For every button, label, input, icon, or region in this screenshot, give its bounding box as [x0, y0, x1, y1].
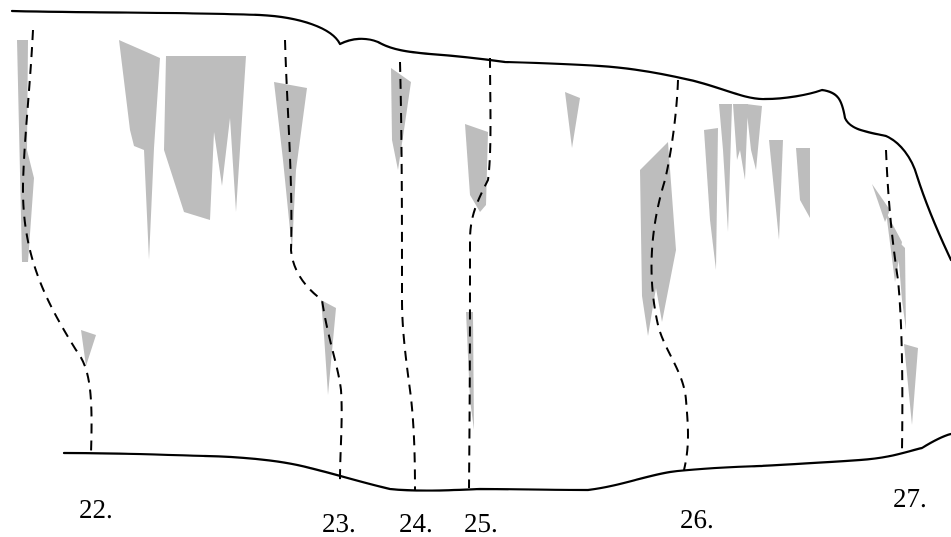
- rock-shading: [321, 300, 336, 395]
- rock-shading: [119, 40, 160, 260]
- rock-shading-group: [17, 40, 918, 430]
- rock-shading: [872, 184, 890, 222]
- rock-shading: [897, 240, 906, 330]
- crag-bottom-edge: [62, 432, 951, 492]
- route-23-line: [284, 39, 343, 481]
- rock-shading: [886, 212, 902, 282]
- rock-shading: [640, 142, 676, 336]
- rock-shading: [746, 104, 762, 170]
- rock-shading: [719, 104, 732, 232]
- route-25-line: [468, 57, 492, 489]
- route-label-24: 24.: [399, 508, 433, 537]
- rock-shading: [769, 140, 783, 240]
- rock-shading: [81, 330, 96, 366]
- rock-shading: [904, 344, 918, 425]
- rock-shading: [733, 104, 748, 180]
- route-label-27: 27.: [893, 483, 927, 513]
- rock-shading: [704, 128, 718, 270]
- route-27-line: [885, 149, 904, 451]
- route-lines-group: [21, 29, 904, 491]
- rock-shading: [565, 92, 580, 148]
- route-22-line: [21, 29, 93, 454]
- route-label-25: 25.: [464, 508, 498, 537]
- route-label-22: 22.: [79, 494, 113, 524]
- rock-shading: [164, 56, 246, 220]
- route-24-line: [399, 61, 416, 491]
- crag-top-edge: [10, 9, 951, 262]
- rock-shading: [796, 148, 810, 218]
- rock-shading: [466, 312, 474, 430]
- route-label-23: 23.: [322, 508, 356, 537]
- route-label-26: 26.: [680, 504, 714, 534]
- route-26-line: [650, 79, 689, 471]
- rock-shading: [465, 124, 488, 212]
